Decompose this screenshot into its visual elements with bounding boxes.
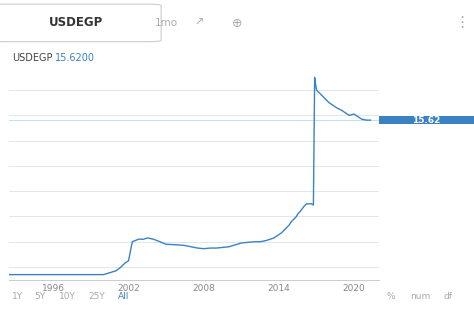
Text: 5Y: 5Y <box>35 292 46 301</box>
FancyBboxPatch shape <box>0 4 161 42</box>
Text: 1Y: 1Y <box>12 292 23 301</box>
Text: USDEGP: USDEGP <box>49 16 103 29</box>
Text: 15.62: 15.62 <box>412 116 441 125</box>
Text: ⋮: ⋮ <box>455 15 470 30</box>
Text: df: df <box>443 292 452 301</box>
Text: 1mo: 1mo <box>155 18 177 28</box>
Text: 10Y: 10Y <box>59 292 76 301</box>
Text: USDEGP: USDEGP <box>12 53 52 64</box>
Text: All: All <box>118 292 129 301</box>
Text: num: num <box>410 292 430 301</box>
Text: ↗: ↗ <box>194 18 204 28</box>
Text: 25Y: 25Y <box>89 292 105 301</box>
FancyBboxPatch shape <box>379 116 474 124</box>
Text: %: % <box>386 292 395 301</box>
Text: 15.6200: 15.6200 <box>55 53 94 64</box>
Text: ⊕: ⊕ <box>232 17 242 30</box>
